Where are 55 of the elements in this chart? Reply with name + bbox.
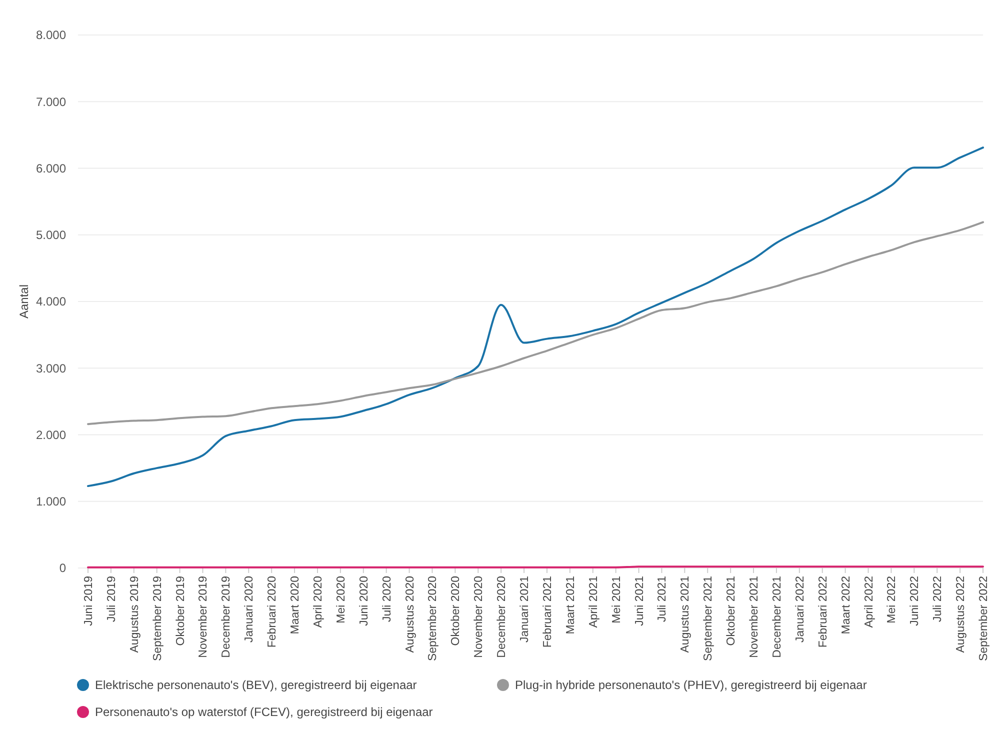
- x-tick-label: Augustus 2019: [128, 576, 141, 653]
- x-tick-label: Februari 2021: [542, 576, 554, 648]
- x-tick-label: November 2021: [748, 576, 761, 658]
- x-tick-label: Augustus 2022: [955, 576, 968, 653]
- y-tick-label: 1.000: [36, 494, 66, 509]
- y-tick-label: 0: [59, 561, 66, 576]
- x-tick-label: September 2022: [978, 576, 990, 662]
- y-tick-label: 6.000: [36, 161, 66, 176]
- x-tick-label: April 2021: [588, 576, 600, 628]
- x-tick-label: Juni 2020: [358, 576, 370, 626]
- x-tick-label: December 2020: [496, 576, 508, 658]
- x-tick-label: Augustus 2020: [404, 576, 416, 653]
- x-tick-label: Maart 2020: [290, 576, 302, 634]
- x-tick-label: Januari 2022: [794, 576, 806, 642]
- x-tick-label: December 2021: [771, 576, 784, 658]
- x-tick-label: Juni 2019: [83, 576, 95, 626]
- x-tick-label: Januari 2021: [519, 576, 532, 642]
- legend-label: Personenauto's op waterstof (FCEV), geregistreerd bij eigenaar: [95, 705, 433, 720]
- x-tick-label: September 2020: [427, 576, 440, 662]
- x-tick-label: Februari 2020: [266, 576, 279, 648]
- y-tick-label: 4.000: [36, 294, 66, 309]
- x-tick-label: Maart 2022: [840, 576, 852, 634]
- x-tick-label: Mei 2022: [886, 576, 898, 624]
- line-series: [87, 221, 984, 426]
- x-tick-label: Mei 2021: [610, 576, 623, 624]
- line-series: [87, 146, 984, 488]
- x-tick-label: April 2020: [312, 576, 324, 628]
- x-tick-label: September 2021: [702, 576, 715, 662]
- x-tick-label: Augustus 2021: [680, 576, 692, 653]
- x-tick-label: Juni 2022: [909, 576, 922, 626]
- x-tick-label: Januari 2020: [244, 576, 256, 642]
- y-tick-label: 3.000: [36, 361, 66, 376]
- y-tick-label: 7.000: [36, 94, 66, 109]
- y-tick-label: 2.000: [36, 428, 66, 442]
- x-tick-label: Oktober 2019: [174, 576, 187, 646]
- x-tick-label: April 2022: [863, 576, 876, 628]
- x-tick-label: November 2019: [198, 576, 210, 658]
- y-tick-label: 8.000: [36, 28, 66, 42]
- x-tick-label: Juli 2021: [656, 576, 669, 622]
- x-tick-label: December 2019: [220, 576, 233, 658]
- x-tick-label: Februari 2022: [817, 576, 830, 648]
- x-tick-label: Oktober 2021: [726, 576, 738, 646]
- x-tick-label: Juni 2021: [634, 576, 646, 626]
- y-axis-title: Aantal: [17, 284, 31, 319]
- x-tick-label: September 2019: [152, 576, 164, 662]
- x-tick-label: Juli 2019: [106, 576, 118, 622]
- x-tick-label: Juli 2020: [381, 576, 394, 622]
- x-tick-label: November 2020: [473, 576, 486, 658]
- x-tick-label: Mei 2020: [335, 576, 348, 624]
- y-tick-label: 5.000: [36, 228, 66, 242]
- x-tick-label: Juli 2022: [932, 576, 944, 622]
- legend-label: Elektrische personenauto's (BEV), geregistreerd bij eigenaar: [95, 678, 417, 692]
- legend-label: Plug-in hybride personenauto's (PHEV), geregistreerd bij eigenaar: [515, 678, 867, 692]
- x-tick-label: Maart 2021: [564, 576, 577, 634]
- x-tick-label: Oktober 2020: [450, 576, 462, 646]
